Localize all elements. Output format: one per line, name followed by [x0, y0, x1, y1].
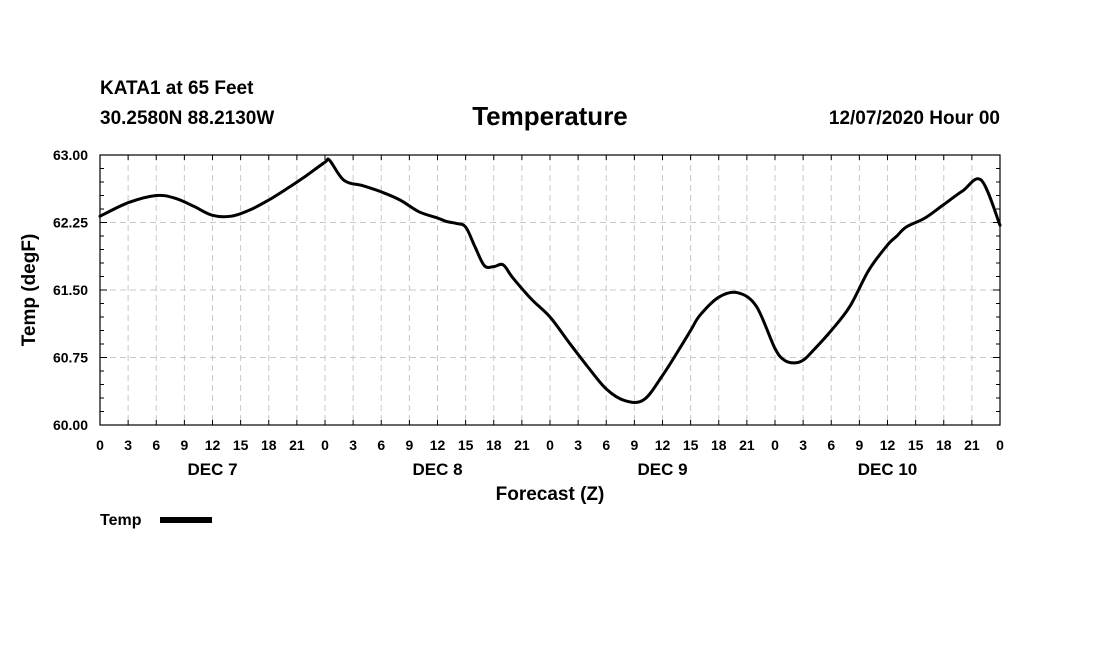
x-tick-label: 21: [964, 437, 980, 453]
grid: [100, 155, 1000, 425]
x-tick-label: 6: [152, 437, 160, 453]
x-tick-label: 3: [574, 437, 582, 453]
x-tick-label: 9: [405, 437, 413, 453]
y-tick-label: 60.00: [53, 417, 88, 433]
x-tick-label: 6: [827, 437, 835, 453]
y-tick-label: 60.75: [53, 350, 88, 366]
x-axis-title: Forecast (Z): [496, 484, 605, 505]
x-tick-label: 18: [486, 437, 502, 453]
y-tick-label: 61.50: [53, 282, 88, 298]
x-tick-label: 12: [880, 437, 896, 453]
station-label: KATA1 at 65 Feet: [100, 78, 254, 99]
y-tick-label: 62.25: [53, 215, 88, 231]
x-tick-label: 18: [936, 437, 952, 453]
x-tick-label: 9: [630, 437, 638, 453]
y-axis-tick-labels: 60.00 60.75 61.50 62.25 63.00: [53, 147, 88, 433]
y-tick-label: 63.00: [53, 147, 88, 163]
x-tick-label: 21: [739, 437, 755, 453]
x-tick-label: 15: [233, 437, 249, 453]
day-label: DEC 8: [412, 460, 462, 479]
coordinates-label: 30.2580N 88.2130W: [100, 108, 274, 129]
plot-frame: [99, 154, 1001, 426]
run-time-label: 12/07/2020 Hour 00: [829, 108, 1000, 129]
y-axis-title: Temp (degF): [19, 234, 40, 347]
x-tick-label: 12: [655, 437, 671, 453]
x-tick-label: 21: [514, 437, 530, 453]
x-tick-label: 15: [458, 437, 474, 453]
x-axis-tick-labels: 0 3 6 9 12 15 18 21 0 3 6 9 12 15 18 21 0 3 6 9 12 15 18 21 0 3 6 9…: [96, 437, 1004, 453]
x-tick-label: 0: [96, 437, 104, 453]
chart-title: Temperature: [472, 101, 628, 131]
x-tick-label: 0: [321, 437, 329, 453]
temp-series-line: [98, 157, 1002, 404]
x-tick-label: 0: [771, 437, 779, 453]
x-tick-label: 3: [799, 437, 807, 453]
x-tick-label: 21: [289, 437, 305, 453]
x-tick-label: 6: [377, 437, 385, 453]
day-label: DEC 9: [637, 460, 687, 479]
x-tick-label: 18: [711, 437, 727, 453]
day-label: DEC 10: [858, 460, 918, 479]
x-tick-label: 0: [996, 437, 1004, 453]
x-tick-label: 0: [546, 437, 554, 453]
x-tick-label: 9: [180, 437, 188, 453]
x-tick-label: 18: [261, 437, 277, 453]
x-tick-label: 9: [855, 437, 863, 453]
day-labels: DEC 7 DEC 8 DEC 9 DEC 10: [187, 460, 917, 479]
x-tick-label: 3: [124, 437, 132, 453]
day-label: DEC 7: [187, 460, 237, 479]
x-tick-label: 12: [430, 437, 446, 453]
x-tick-label: 15: [683, 437, 699, 453]
x-tick-label: 3: [349, 437, 357, 453]
x-tick-label: 12: [205, 437, 221, 453]
x-tick-label: 6: [602, 437, 610, 453]
x-tick-label: 15: [908, 437, 924, 453]
legend-label: Temp: [100, 512, 142, 529]
